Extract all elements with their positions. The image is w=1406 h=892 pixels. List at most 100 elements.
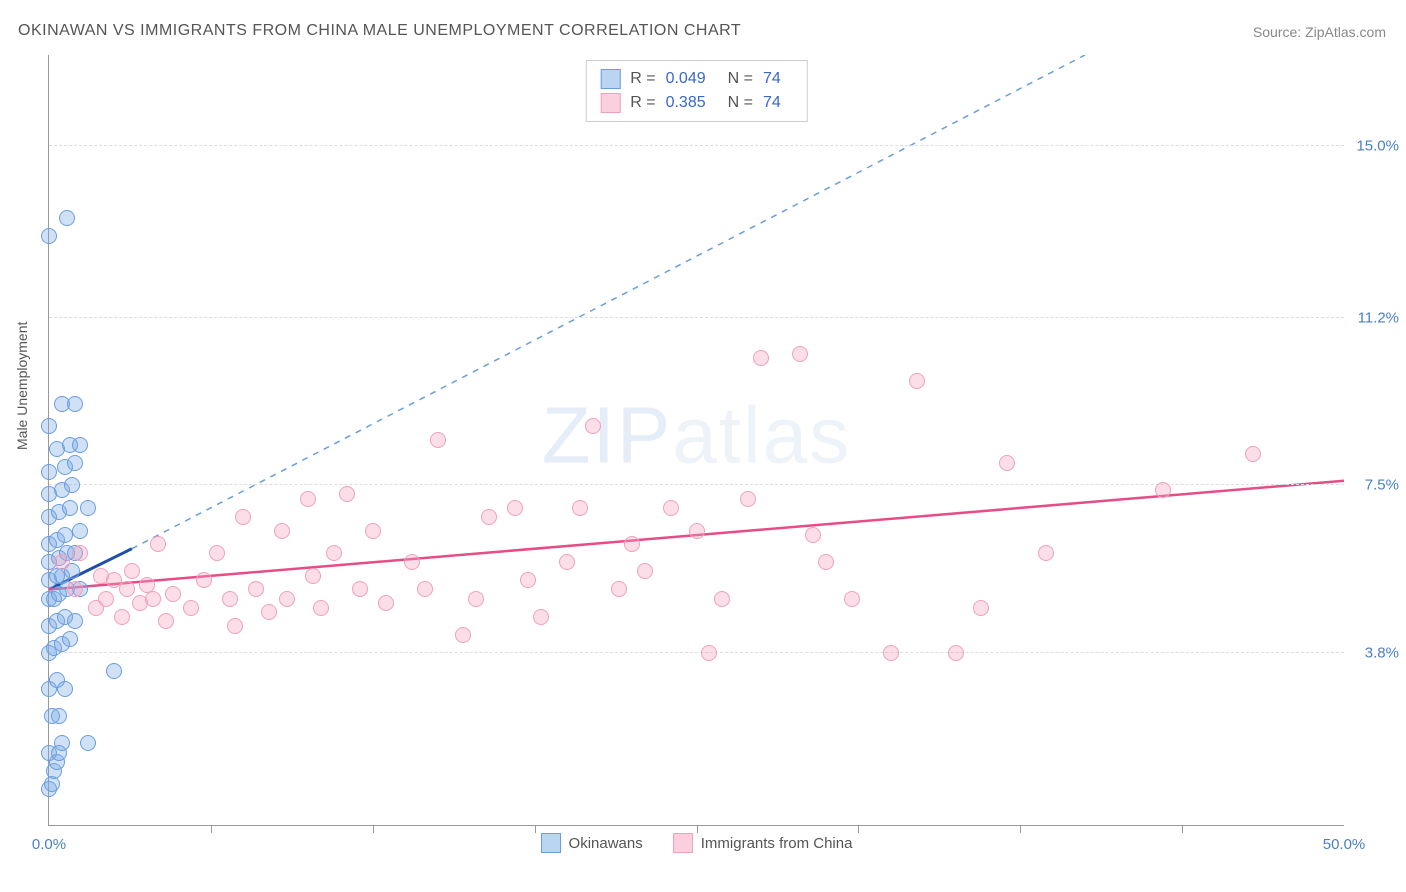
- data-point: [689, 523, 705, 539]
- data-point: [235, 509, 251, 525]
- legend-swatch: [673, 833, 693, 853]
- y-tick-label: 11.2%: [1358, 309, 1399, 326]
- data-point: [67, 613, 83, 629]
- data-point: [352, 581, 368, 597]
- watermark-text: ZIPatlas: [542, 389, 851, 481]
- data-point: [844, 591, 860, 607]
- data-point: [72, 437, 88, 453]
- chart-plot-area: ZIPatlas R =0.049N =74R =0.385N =74 Okin…: [48, 55, 1344, 826]
- data-point: [51, 708, 67, 724]
- data-point: [62, 631, 78, 647]
- legend-item: Immigrants from China: [673, 833, 853, 853]
- data-point: [430, 432, 446, 448]
- data-point: [455, 627, 471, 643]
- x-tick: [535, 825, 536, 833]
- legend-swatch: [600, 69, 620, 89]
- x-tick: [211, 825, 212, 833]
- data-point: [818, 554, 834, 570]
- y-tick-label: 7.5%: [1365, 477, 1399, 494]
- y-tick-label: 3.8%: [1365, 644, 1399, 661]
- data-point: [222, 591, 238, 607]
- x-tick: [697, 825, 698, 833]
- data-point: [999, 455, 1015, 471]
- data-point: [585, 418, 601, 434]
- data-point: [98, 591, 114, 607]
- data-point: [572, 500, 588, 516]
- data-point: [468, 591, 484, 607]
- legend-r-label: R =: [630, 70, 655, 88]
- gridline: [49, 145, 1344, 146]
- data-point: [753, 350, 769, 366]
- data-point: [41, 464, 57, 480]
- data-point: [533, 609, 549, 625]
- correlation-legend: R =0.049N =74R =0.385N =74: [585, 60, 808, 122]
- data-point: [339, 486, 355, 502]
- data-point: [54, 735, 70, 751]
- trendline-dashed-blue: [132, 55, 1085, 549]
- legend-r-value: 0.385: [666, 94, 706, 112]
- data-point: [404, 554, 420, 570]
- legend-item: Okinawans: [541, 833, 643, 853]
- data-point: [227, 618, 243, 634]
- data-point: [326, 545, 342, 561]
- data-point: [300, 491, 316, 507]
- legend-label: Immigrants from China: [701, 835, 853, 852]
- gridline: [49, 652, 1344, 653]
- data-point: [67, 396, 83, 412]
- data-point: [183, 600, 199, 616]
- data-point: [72, 545, 88, 561]
- legend-n-label: N =: [728, 70, 753, 88]
- data-point: [165, 586, 181, 602]
- data-point: [80, 500, 96, 516]
- legend-label: Okinawans: [569, 835, 643, 852]
- x-tick: [1182, 825, 1183, 833]
- series-legend: Okinawans Immigrants from China: [541, 833, 853, 853]
- data-point: [67, 455, 83, 471]
- data-point: [1245, 446, 1261, 462]
- data-point: [274, 523, 290, 539]
- data-point: [59, 210, 75, 226]
- data-point: [805, 527, 821, 543]
- legend-n-value: 74: [763, 70, 781, 88]
- data-point: [67, 581, 83, 597]
- legend-row: R =0.385N =74: [600, 91, 793, 115]
- x-tick: [373, 825, 374, 833]
- data-point: [378, 595, 394, 611]
- data-point: [559, 554, 575, 570]
- data-point: [1155, 482, 1171, 498]
- data-point: [44, 776, 60, 792]
- data-point: [481, 509, 497, 525]
- y-axis-label: Male Unemployment: [14, 322, 30, 450]
- gridline: [49, 484, 1344, 485]
- data-point: [62, 500, 78, 516]
- data-point: [196, 572, 212, 588]
- chart-svg-layer: [49, 55, 1344, 825]
- data-point: [114, 609, 130, 625]
- data-point: [611, 581, 627, 597]
- legend-swatch: [541, 833, 561, 853]
- watermark-bold: ZIP: [542, 390, 672, 479]
- data-point: [637, 563, 653, 579]
- data-point: [305, 568, 321, 584]
- gridline: [49, 317, 1344, 318]
- data-point: [701, 645, 717, 661]
- x-tick: [858, 825, 859, 833]
- data-point: [313, 600, 329, 616]
- data-point: [41, 228, 57, 244]
- data-point: [41, 418, 57, 434]
- data-point: [624, 536, 640, 552]
- data-point: [714, 591, 730, 607]
- data-point: [948, 645, 964, 661]
- data-point: [973, 600, 989, 616]
- source-attribution: Source: ZipAtlas.com: [1253, 24, 1386, 40]
- data-point: [158, 613, 174, 629]
- data-point: [365, 523, 381, 539]
- watermark-light: atlas: [672, 390, 851, 479]
- data-point: [209, 545, 225, 561]
- data-point: [124, 563, 140, 579]
- legend-n-value: 74: [763, 94, 781, 112]
- legend-row: R = 0.049 N = 74: [600, 67, 793, 91]
- legend-r-value: 0.049: [666, 70, 706, 88]
- data-point: [507, 500, 523, 516]
- data-point: [150, 536, 166, 552]
